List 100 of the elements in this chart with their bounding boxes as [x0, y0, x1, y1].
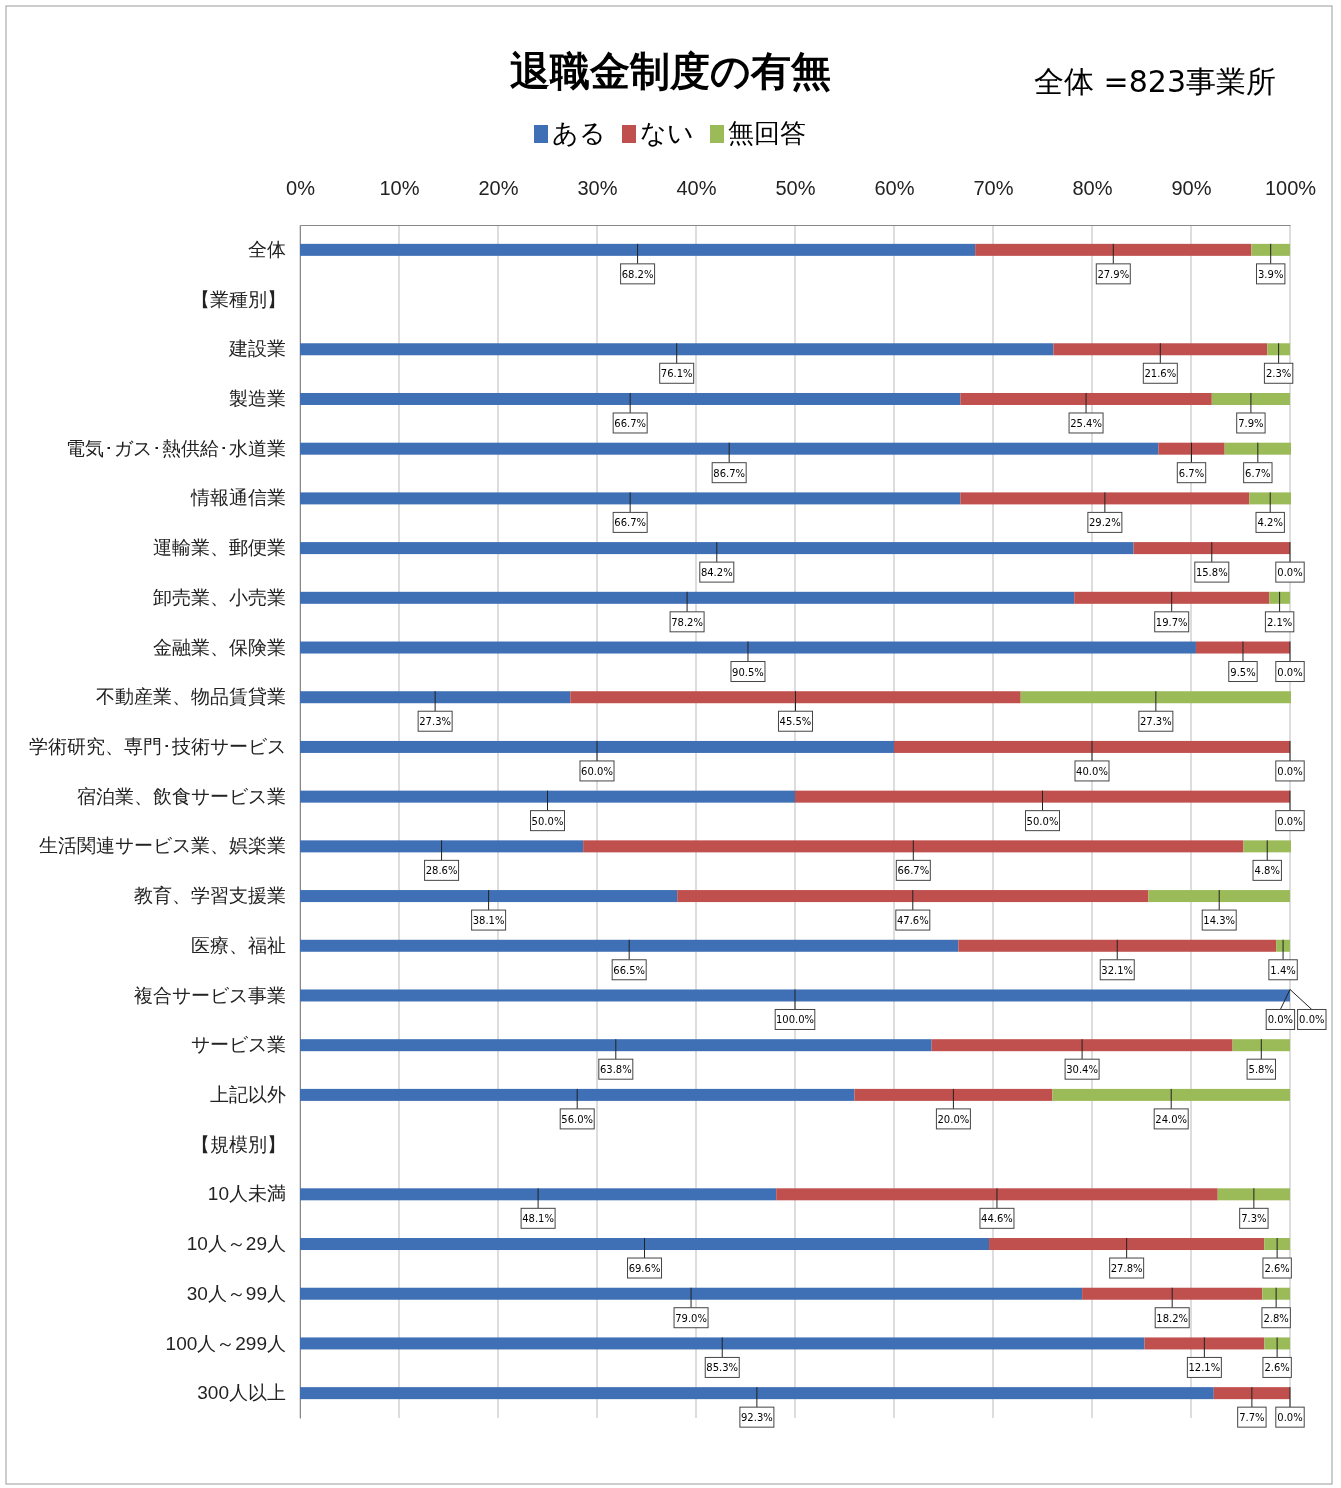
data-label: 28.6% — [425, 865, 458, 877]
bar — [1144, 1337, 1265, 1350]
data-label: 0.0% — [1299, 1014, 1325, 1026]
bar — [300, 641, 1196, 654]
data-label: 2.6% — [1264, 1362, 1290, 1374]
bar — [300, 492, 961, 505]
y-tick-label: 医療、福祉 — [191, 934, 286, 956]
bar — [300, 442, 1159, 455]
y-tick-label: 教育、学習支援業 — [134, 885, 286, 907]
data-label: 25.4% — [1070, 417, 1102, 429]
data-label: 90.5% — [732, 666, 764, 678]
data-label: 27.3% — [419, 716, 452, 728]
legend-label: 無回答 — [728, 118, 806, 148]
bar — [975, 243, 1252, 256]
chart-title: 退職金制度の有無 — [509, 48, 831, 94]
data-label: 56.0% — [561, 1113, 594, 1125]
bar — [300, 740, 894, 753]
y-tick-label: 学術研究、専門･技術サービス — [29, 736, 286, 758]
data-label: 100.0% — [775, 1014, 815, 1026]
bar — [1133, 542, 1290, 555]
data-label: 27.3% — [1139, 716, 1172, 728]
bar — [1082, 1287, 1263, 1300]
data-label: 7.3% — [1241, 1213, 1267, 1225]
y-tick-label: 金融業、保険業 — [153, 636, 286, 658]
data-label: 21.6% — [1144, 368, 1177, 380]
bar — [300, 1188, 777, 1201]
data-label: 15.8% — [1195, 567, 1228, 579]
data-label: 76.1% — [660, 368, 693, 380]
bar — [1213, 1387, 1290, 1400]
data-label: 29.2% — [1088, 517, 1121, 529]
bar — [300, 790, 795, 803]
bar — [300, 1039, 932, 1052]
y-tick-label: 生活関連サービス業、娯楽業 — [39, 835, 286, 857]
bar — [894, 740, 1290, 753]
data-label: 69.6% — [628, 1263, 661, 1275]
bar — [570, 691, 1021, 704]
bar — [989, 1238, 1265, 1251]
x-tick-label: 60% — [874, 177, 915, 199]
bar — [960, 392, 1212, 405]
data-label: 2.8% — [1263, 1312, 1289, 1324]
y-tick-label: 宿泊業、飲食サービス業 — [77, 785, 286, 807]
y-tick-label: 電気･ガス･熱供給･水道業 — [66, 437, 286, 459]
bar — [300, 243, 976, 256]
legend-label: ある — [552, 118, 606, 148]
y-tick-label: 【業種別】 — [191, 288, 286, 310]
bar — [1269, 591, 1290, 604]
bar — [931, 1039, 1233, 1052]
data-label: 1.4% — [1270, 964, 1296, 976]
bar — [300, 542, 1134, 555]
data-label: 4.8% — [1254, 865, 1280, 877]
data-label: 19.7% — [1155, 616, 1188, 628]
data-label: 24.0% — [1155, 1113, 1188, 1125]
x-tick-label: 90% — [1171, 177, 1212, 199]
y-tick-label: 複合サービス事業 — [134, 984, 286, 1006]
data-label: 2.1% — [1266, 616, 1293, 628]
y-tick-label: 卸売業、小売業 — [153, 586, 286, 608]
bar — [300, 989, 1290, 1002]
y-tick-label: サービス業 — [191, 1034, 286, 1056]
data-label: 27.8% — [1110, 1263, 1143, 1275]
x-tick-label: 0% — [286, 177, 316, 199]
data-label: 14.3% — [1203, 915, 1236, 927]
data-label: 27.9% — [1097, 268, 1130, 280]
data-label: 60.0% — [581, 765, 613, 777]
data-label: 79.0% — [675, 1312, 707, 1324]
x-tick-label: 100% — [1264, 177, 1317, 199]
data-label: 30.4% — [1066, 1064, 1098, 1076]
data-label: 2.3% — [1265, 368, 1292, 380]
data-label: 50.0% — [1026, 815, 1059, 827]
y-tick-label: 30人～99人 — [186, 1282, 286, 1304]
bar — [958, 939, 1277, 952]
data-label: 4.2% — [1257, 517, 1283, 529]
data-label: 20.0% — [937, 1113, 970, 1125]
x-tick-label: 30% — [577, 177, 618, 199]
legend-label: ない — [640, 118, 694, 148]
data-label: 66.5% — [613, 964, 646, 976]
x-tick-label: 40% — [676, 177, 717, 199]
y-tick-label: 全体 — [248, 238, 286, 260]
data-label: 7.9% — [1238, 417, 1264, 429]
bar — [1211, 392, 1290, 405]
data-label: 50.0% — [531, 815, 564, 827]
data-label: 78.2% — [671, 616, 703, 628]
bar — [776, 1188, 1218, 1201]
data-label: 0.0% — [1277, 567, 1303, 579]
y-tick-label: 製造業 — [229, 388, 286, 410]
data-label: 86.7% — [713, 467, 746, 479]
bar — [300, 939, 959, 952]
data-label: 47.6% — [896, 915, 929, 927]
text: 全体 =823事業所 — [1034, 64, 1276, 99]
data-label: 18.2% — [1156, 1312, 1189, 1324]
data-label: 6.7% — [1178, 467, 1205, 479]
data-label: 92.3% — [740, 1412, 773, 1424]
bar — [1217, 1188, 1290, 1201]
bar — [300, 343, 1054, 356]
y-tick-label: 10人～29人 — [186, 1233, 286, 1255]
data-label: 32.1% — [1101, 964, 1134, 976]
data-label: 85.3% — [706, 1362, 739, 1374]
y-tick-label: 300人以上 — [197, 1382, 286, 1404]
bar — [300, 1287, 1083, 1300]
data-label: 48.1% — [522, 1213, 554, 1225]
x-tick-label: 50% — [775, 177, 816, 199]
